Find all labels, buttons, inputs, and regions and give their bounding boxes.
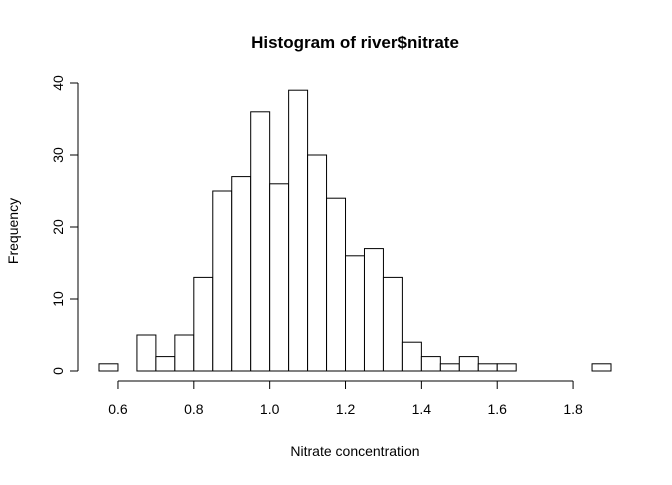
histogram-bar [307,154,328,372]
histogram-bar [382,276,403,372]
y-tick-label: 40 [50,75,66,91]
histogram-bar [288,89,309,372]
x-tick-label: 1.2 [336,401,356,417]
y-tick-label: 30 [50,147,66,163]
x-tick-label: 1.0 [260,401,280,417]
histogram-bar [345,255,365,372]
histogram-bar [98,363,119,372]
y-tick-label: 0 [50,367,66,375]
histogram-bar [326,197,347,372]
x-tick-label: 1.8 [563,401,583,417]
histogram-bar [363,248,384,372]
bars-group [98,89,612,372]
y-axis-label: Frequency [5,198,21,264]
x-tick-label: 0.8 [184,401,204,417]
chart-title: Histogram of river$nitrate [251,33,459,52]
histogram-bar [231,176,252,372]
histogram-bar [174,334,195,372]
x-axis-label: Nitrate concentration [290,443,419,459]
x-tick-label: 0.6 [108,401,128,417]
histogram-bar [420,356,441,372]
y-axis: 0 10 20 30 40 [50,75,79,375]
x-tick-label: 1.4 [412,401,432,417]
histogram-bar [193,276,214,372]
histogram-bar [458,356,479,372]
x-axis: 0.6 0.8 1.0 1.2 1.4 1.6 1.8 [108,380,583,417]
x-tick-label: 1.6 [487,401,507,417]
histogram-bar [591,363,612,372]
histogram-bar [136,334,157,372]
histogram-bar [269,183,290,372]
histogram-bar [401,341,422,372]
histogram-bar [212,190,233,372]
histogram-bar [496,363,517,372]
histogram-bar [439,363,460,372]
histogram-bar [477,363,498,372]
histogram-bar [155,356,176,372]
y-tick-label: 10 [50,291,66,307]
y-tick-label: 20 [50,219,66,235]
histogram-bar [250,111,271,372]
